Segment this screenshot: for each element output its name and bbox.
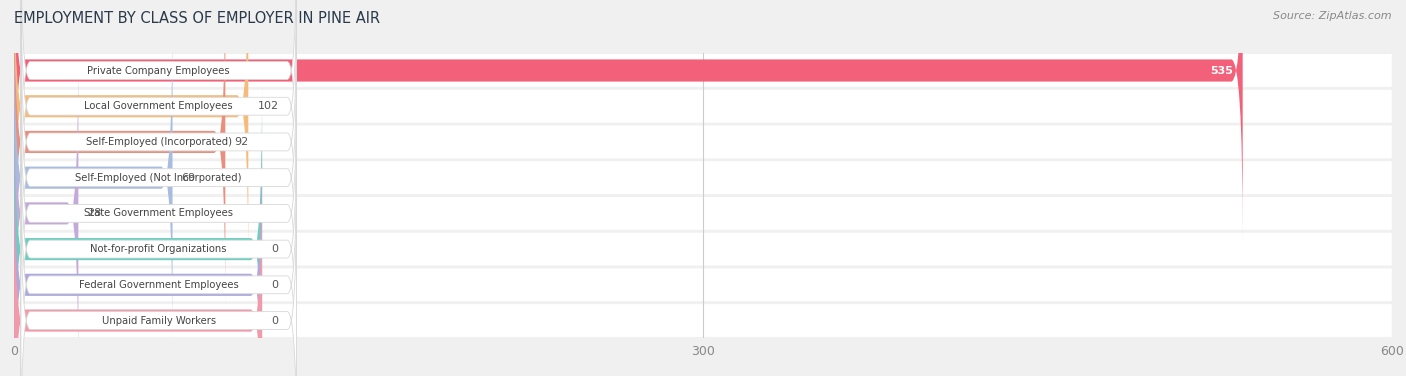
- Text: 28: 28: [87, 208, 101, 218]
- FancyBboxPatch shape: [14, 0, 1243, 238]
- FancyBboxPatch shape: [14, 54, 1392, 87]
- Text: EMPLOYMENT BY CLASS OF EMPLOYER IN PINE AIR: EMPLOYMENT BY CLASS OF EMPLOYER IN PINE …: [14, 11, 380, 26]
- FancyBboxPatch shape: [14, 126, 1392, 158]
- Text: Federal Government Employees: Federal Government Employees: [79, 280, 239, 290]
- Text: 535: 535: [1211, 65, 1233, 76]
- Text: Self-Employed (Not Incorporated): Self-Employed (Not Incorporated): [76, 173, 242, 183]
- Text: 0: 0: [271, 280, 278, 290]
- Text: Self-Employed (Incorporated): Self-Employed (Incorporated): [86, 137, 232, 147]
- FancyBboxPatch shape: [14, 153, 262, 376]
- FancyBboxPatch shape: [14, 0, 249, 274]
- Text: 0: 0: [271, 315, 278, 326]
- FancyBboxPatch shape: [21, 0, 297, 205]
- FancyBboxPatch shape: [14, 46, 79, 376]
- FancyBboxPatch shape: [14, 82, 262, 376]
- FancyBboxPatch shape: [14, 197, 1392, 230]
- FancyBboxPatch shape: [14, 233, 1392, 265]
- FancyBboxPatch shape: [14, 90, 1392, 123]
- Text: Unpaid Family Workers: Unpaid Family Workers: [101, 315, 215, 326]
- FancyBboxPatch shape: [21, 8, 297, 276]
- Text: 92: 92: [235, 137, 249, 147]
- FancyBboxPatch shape: [21, 151, 297, 376]
- FancyBboxPatch shape: [21, 79, 297, 347]
- FancyBboxPatch shape: [21, 44, 297, 312]
- FancyBboxPatch shape: [14, 161, 1392, 194]
- Text: State Government Employees: State Government Employees: [84, 208, 233, 218]
- FancyBboxPatch shape: [21, 186, 297, 376]
- FancyBboxPatch shape: [14, 0, 225, 309]
- Text: 0: 0: [271, 244, 278, 254]
- Text: Source: ZipAtlas.com: Source: ZipAtlas.com: [1274, 11, 1392, 21]
- Text: Not-for-profit Organizations: Not-for-profit Organizations: [90, 244, 226, 254]
- FancyBboxPatch shape: [14, 304, 1392, 337]
- FancyBboxPatch shape: [14, 117, 262, 376]
- FancyBboxPatch shape: [14, 268, 1392, 301]
- FancyBboxPatch shape: [21, 0, 297, 240]
- Text: Private Company Employees: Private Company Employees: [87, 65, 231, 76]
- Text: 102: 102: [257, 101, 278, 111]
- FancyBboxPatch shape: [21, 115, 297, 376]
- FancyBboxPatch shape: [14, 10, 173, 345]
- Text: Local Government Employees: Local Government Employees: [84, 101, 233, 111]
- Text: 69: 69: [181, 173, 195, 183]
